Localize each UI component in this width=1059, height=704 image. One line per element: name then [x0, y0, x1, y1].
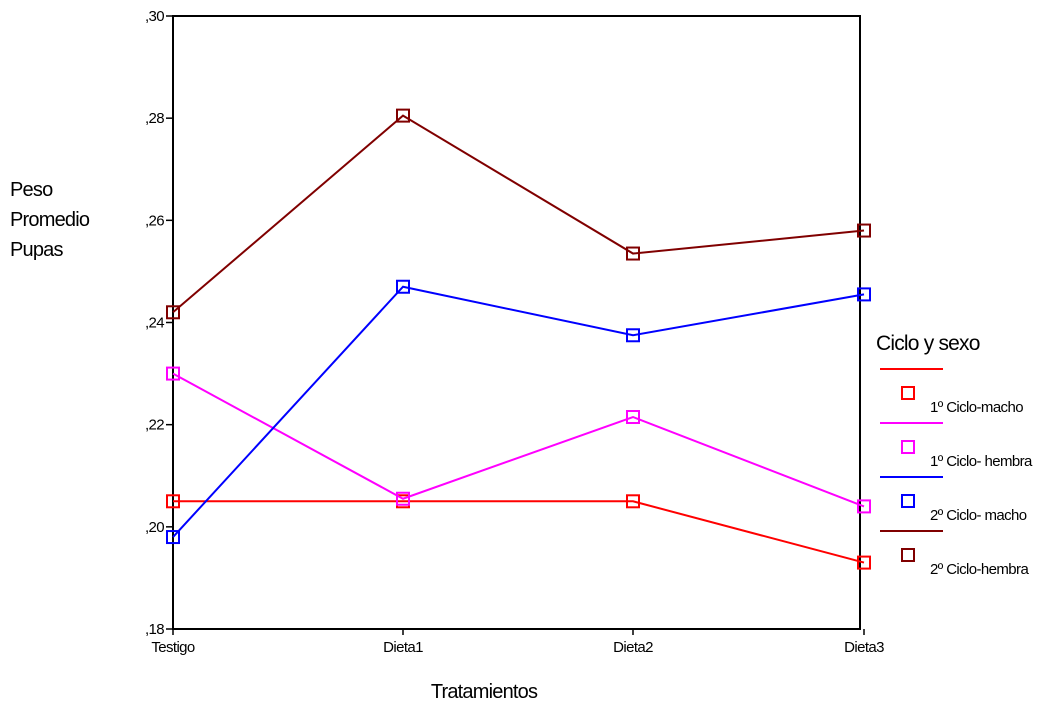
- y-axis-title-line-2: Promedio: [10, 209, 90, 231]
- data-point-marker: [626, 410, 640, 425]
- legend-label: 2º Ciclo- macho: [930, 507, 1027, 524]
- legend: Ciclo y sexo 1º Ciclo-macho 1º Ciclo- hem…: [876, 332, 1034, 578]
- x-tick-label: Dieta3: [844, 639, 884, 656]
- legend-item: 1º Ciclo- hembra: [880, 422, 1034, 470]
- y-tick-label: ,20: [145, 519, 164, 536]
- series-line: [172, 372, 865, 508]
- y-tick-label: ,22: [145, 417, 164, 434]
- x-tick-label: Dieta1: [383, 639, 423, 656]
- series-line: [172, 285, 865, 538]
- legend-marker-swatch: [901, 548, 915, 562]
- data-point-marker: [626, 494, 640, 509]
- data-point-marker: [626, 328, 640, 343]
- series-2: [166, 366, 871, 514]
- series-4: [166, 108, 871, 320]
- data-point-marker: [396, 279, 410, 294]
- series-layer: [166, 108, 871, 570]
- series-1: [166, 494, 871, 570]
- data-point-marker: [857, 223, 871, 238]
- y-tick-label: ,26: [145, 212, 164, 229]
- y-tick-label: ,30: [145, 8, 164, 25]
- series-3: [166, 279, 871, 545]
- legend-label: 2º Ciclo-hembra: [930, 561, 1029, 578]
- plot-frame-border: [172, 15, 861, 630]
- x-tick-label: Dieta2: [613, 639, 653, 656]
- data-point-marker: [857, 499, 871, 514]
- legend-title: Ciclo y sexo: [876, 332, 980, 355]
- data-point-marker: [166, 494, 180, 509]
- plot-area: [172, 15, 861, 630]
- data-point-marker: [857, 555, 871, 570]
- legend-marker-swatch: [901, 386, 915, 400]
- legend-item: 2º Ciclo-hembra: [880, 530, 1030, 578]
- legend-label: 1º Ciclo- hembra: [930, 453, 1033, 470]
- data-point-marker: [166, 305, 180, 320]
- legend-marker-swatch: [901, 440, 915, 454]
- x-tick-label: Testigo: [151, 639, 195, 656]
- data-point-marker: [857, 287, 871, 302]
- y-axis: ,18 ,20 ,22 ,24 ,26 ,28 ,30: [145, 8, 173, 638]
- y-axis-title-line-1: Peso: [10, 179, 53, 201]
- legend-item: 1º Ciclo-macho: [880, 368, 1024, 416]
- y-tick-label: ,18: [145, 621, 164, 638]
- legend-label: 1º Ciclo-macho: [930, 399, 1023, 416]
- series-line: [173, 500, 865, 564]
- series-line: [172, 114, 865, 314]
- data-point-marker: [166, 366, 180, 381]
- data-point-marker: [626, 246, 640, 261]
- data-point-marker: [396, 108, 410, 123]
- x-axis: Testigo Dieta1 Dieta2 Dieta3: [151, 629, 885, 656]
- y-tick-label: ,28: [145, 110, 164, 127]
- data-point-marker: [166, 530, 180, 545]
- legend-item: 2º Ciclo- macho: [880, 476, 1027, 524]
- y-axis-title-line-3: Pupas: [10, 239, 64, 261]
- y-tick-label: ,24: [145, 315, 164, 332]
- legend-marker-swatch: [901, 494, 915, 508]
- x-axis-title: Tratamientos: [431, 681, 538, 703]
- data-point-marker: [396, 491, 410, 506]
